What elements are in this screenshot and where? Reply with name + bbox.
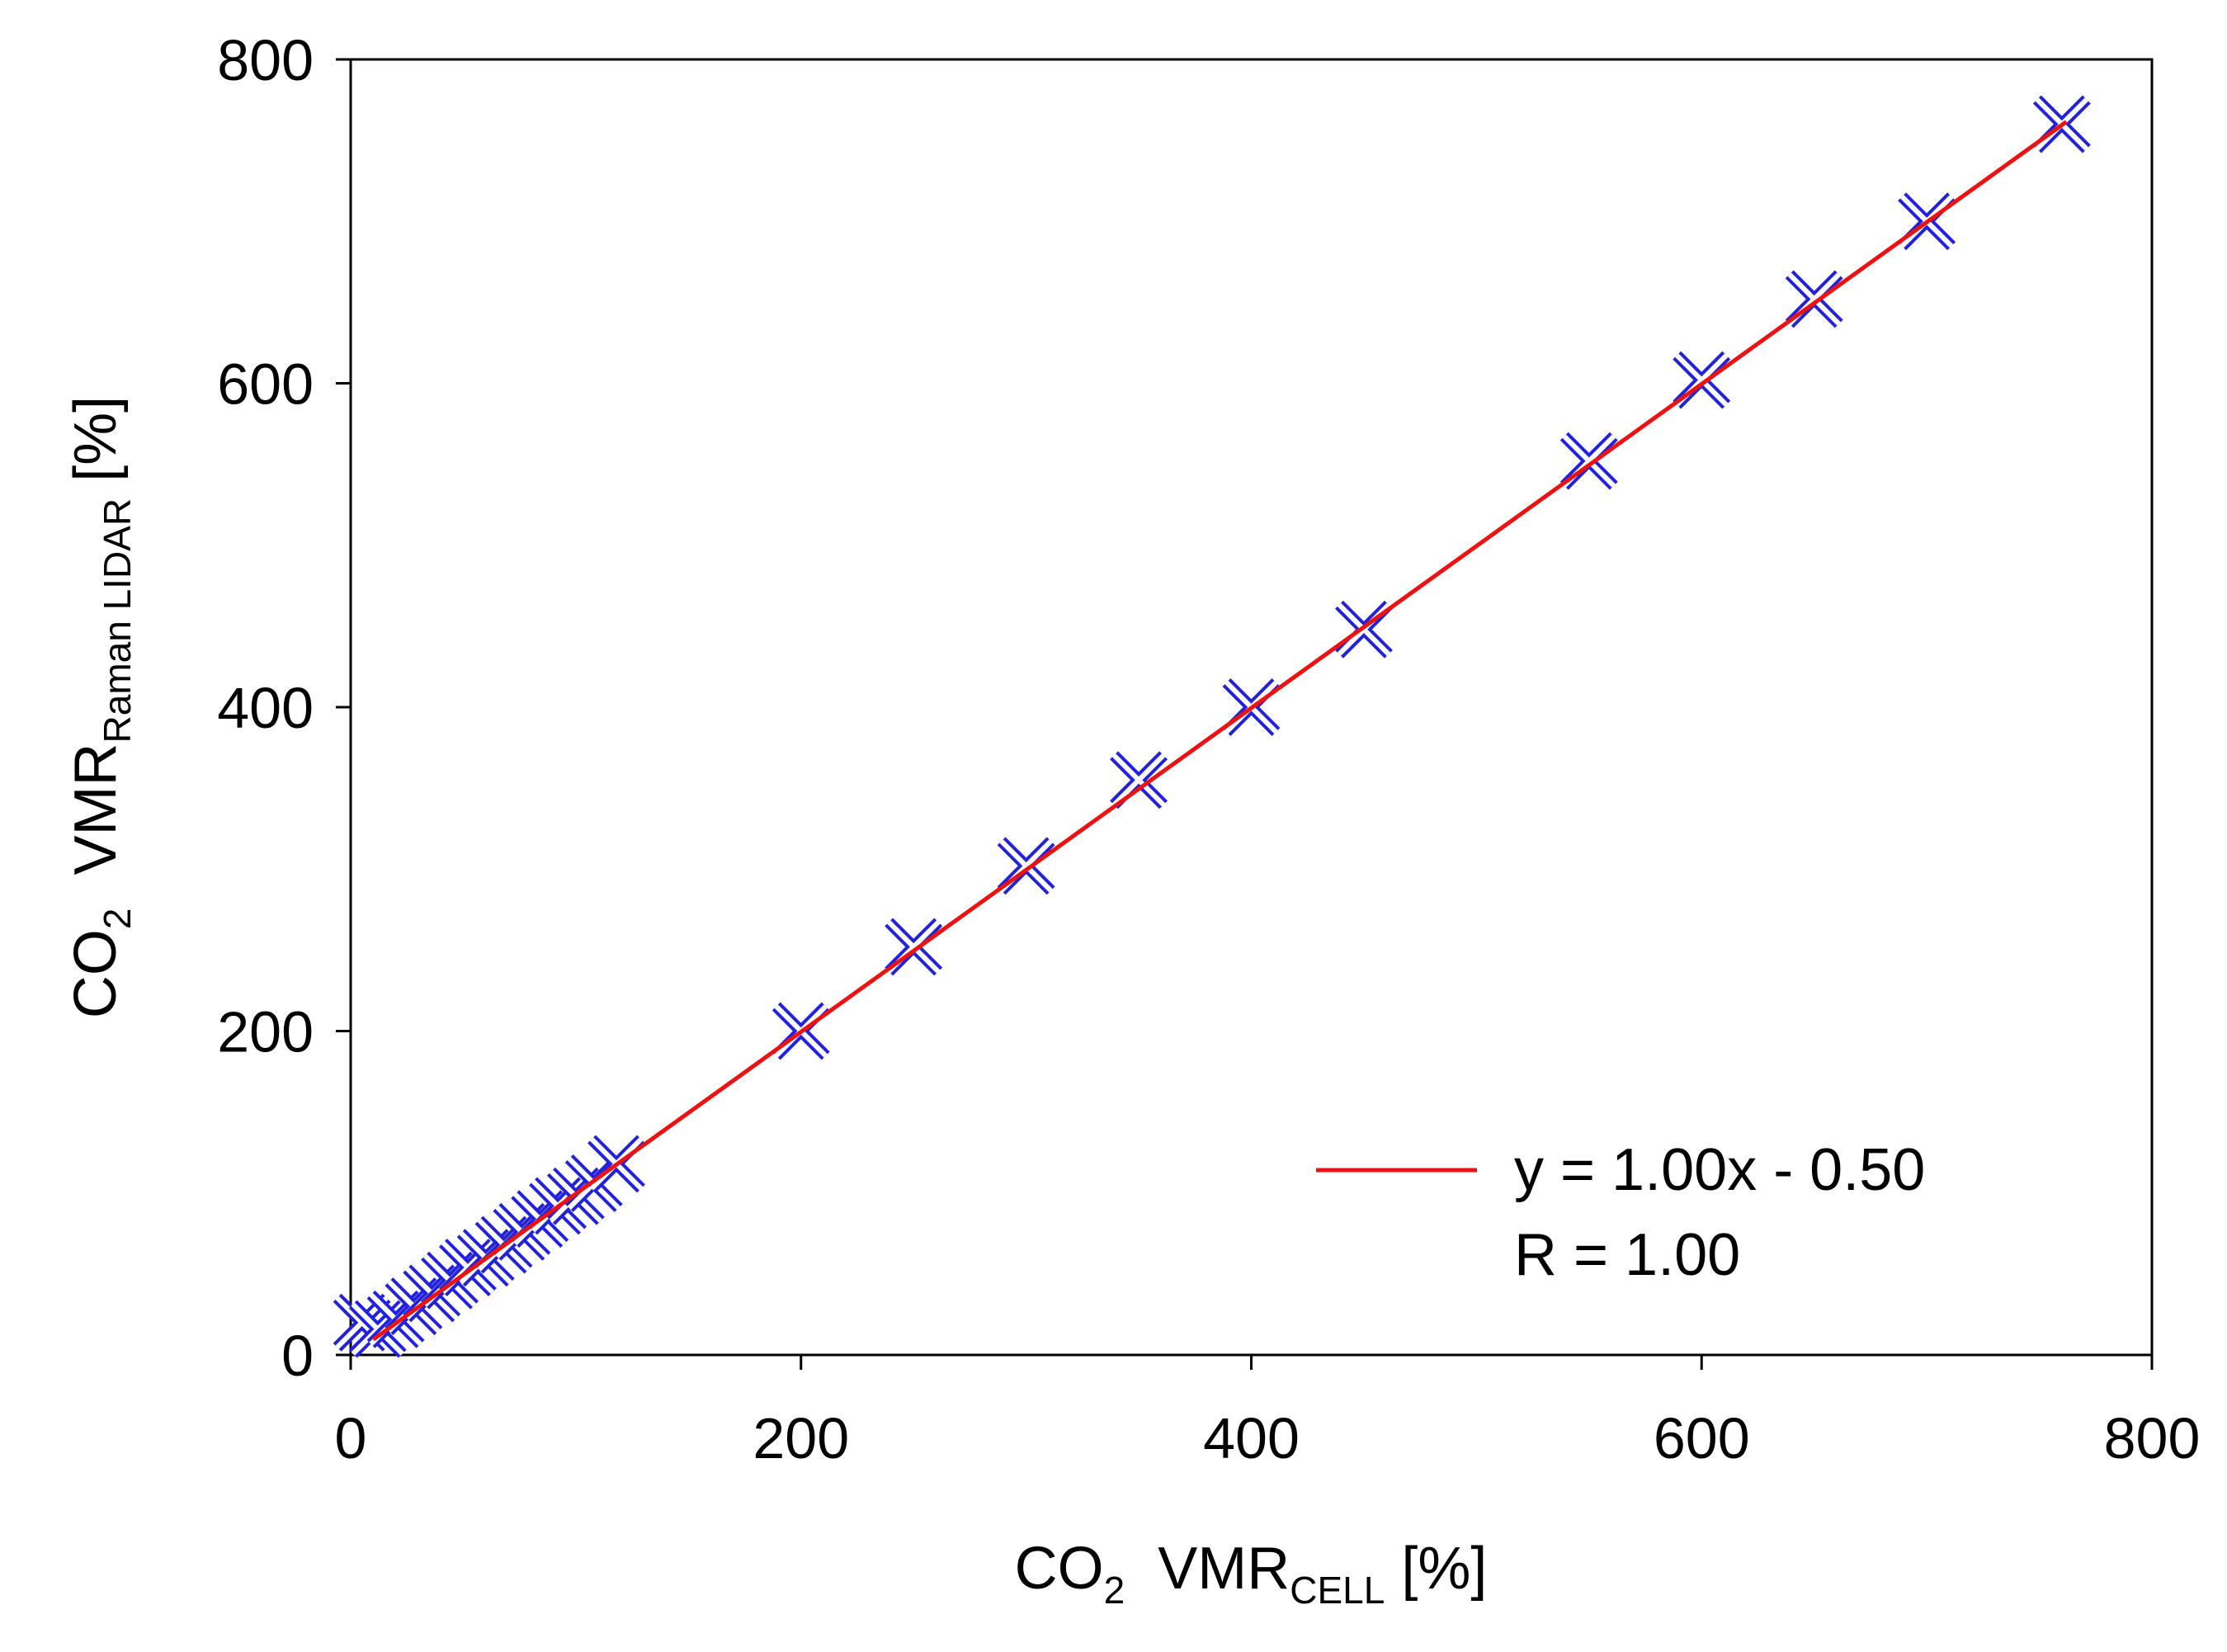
- x-axis-title: CO2 VMRCELL [%]: [1015, 1536, 1488, 1612]
- legend-r-value: R = 1.00: [1514, 1222, 1740, 1288]
- marker-stroke: [1111, 753, 1166, 807]
- legend: y = 1.00x - 0.50 R = 1.00: [1316, 1137, 1925, 1288]
- x-tick-label: 200: [753, 1406, 849, 1470]
- x-tick-label: 0: [335, 1406, 367, 1470]
- data-point: [1110, 751, 1168, 809]
- y-tick-label: 200: [217, 1000, 314, 1064]
- y-axis: 0 200 400 600 800: [217, 28, 351, 1388]
- y-tick-label: 600: [217, 352, 314, 417]
- fit-line: [371, 120, 2068, 1342]
- x-tick-label: 800: [2104, 1406, 2201, 1470]
- y-axis-title: CO2 VMRRaman LIDAR [%]: [63, 396, 139, 1018]
- data-point: [348, 1300, 407, 1358]
- x-tick-label: 400: [1203, 1406, 1300, 1470]
- legend-equation: y = 1.00x - 0.50: [1514, 1137, 1925, 1203]
- x-tick-label: 600: [1654, 1406, 1750, 1470]
- y-tick-label: 400: [217, 676, 314, 740]
- y-tick-label: 800: [217, 28, 314, 92]
- x-axis: 0 200 400 600 800: [335, 1355, 2201, 1470]
- y-tick-label: 0: [281, 1324, 314, 1388]
